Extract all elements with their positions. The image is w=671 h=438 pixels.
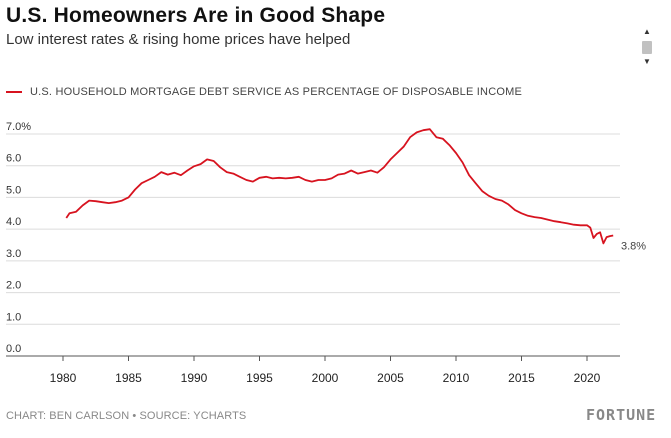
x-tick-label: 2020 <box>574 371 601 385</box>
x-tick-label: 2015 <box>508 371 535 385</box>
x-tick-label: 1990 <box>181 371 208 385</box>
y-axis-ticks: 0.0 1.0 2.0 3.0 4.0 5.0 6.0 7.0% <box>6 121 31 355</box>
y-tick-label: 4.0 <box>6 216 21 228</box>
chart-legend: U.S. HOUSEHOLD MORTGAGE DEBT SERVICE AS … <box>6 86 522 98</box>
y-tick-label: 1.0 <box>6 311 21 323</box>
x-tick-label: 1980 <box>50 371 77 385</box>
x-tick-label: 2000 <box>312 371 339 385</box>
gridlines <box>6 133 620 357</box>
brand-logo: FORTUNE <box>586 406 657 424</box>
end-value-label: 3.8% <box>621 240 646 252</box>
x-tick-label: 2005 <box>377 371 404 385</box>
series-line-0 <box>65 128 614 245</box>
scroll-down-arrow-icon[interactable]: ▼ <box>643 57 651 66</box>
end-label-layer: 3.8% <box>621 240 646 252</box>
y-tick-label: 5.0 <box>6 184 21 196</box>
y-tick-label: 6.0 <box>6 153 21 165</box>
chart-credit: CHART: BEN CARLSON • SOURCE: YCHARTS <box>6 410 247 422</box>
x-tick-label: 1995 <box>246 371 273 385</box>
scroll-thumb[interactable] <box>642 41 652 54</box>
x-tick-label: 1985 <box>115 371 142 385</box>
scroll-up-arrow-icon[interactable]: ▲ <box>643 27 651 36</box>
y-tick-label: 3.0 <box>6 248 21 260</box>
y-tick-label: 0.0 <box>6 343 21 355</box>
scrollbar[interactable]: ▲ ▼ <box>640 28 654 74</box>
x-tick-label: 2010 <box>443 371 470 385</box>
series-layer <box>65 128 614 245</box>
page-title: U.S. Homeowners Are in Good Shape <box>6 4 386 27</box>
legend-swatch <box>6 91 22 93</box>
y-tick-label: 7.0% <box>6 121 31 133</box>
legend-label: U.S. HOUSEHOLD MORTGAGE DEBT SERVICE AS … <box>30 86 522 98</box>
x-axis-ticks: 1980 1985 1990 1995 2000 2005 2010 2015 2020 <box>50 356 601 385</box>
y-tick-label: 2.0 <box>6 280 21 292</box>
page-subtitle: Low interest rates & rising home prices … <box>6 31 351 48</box>
